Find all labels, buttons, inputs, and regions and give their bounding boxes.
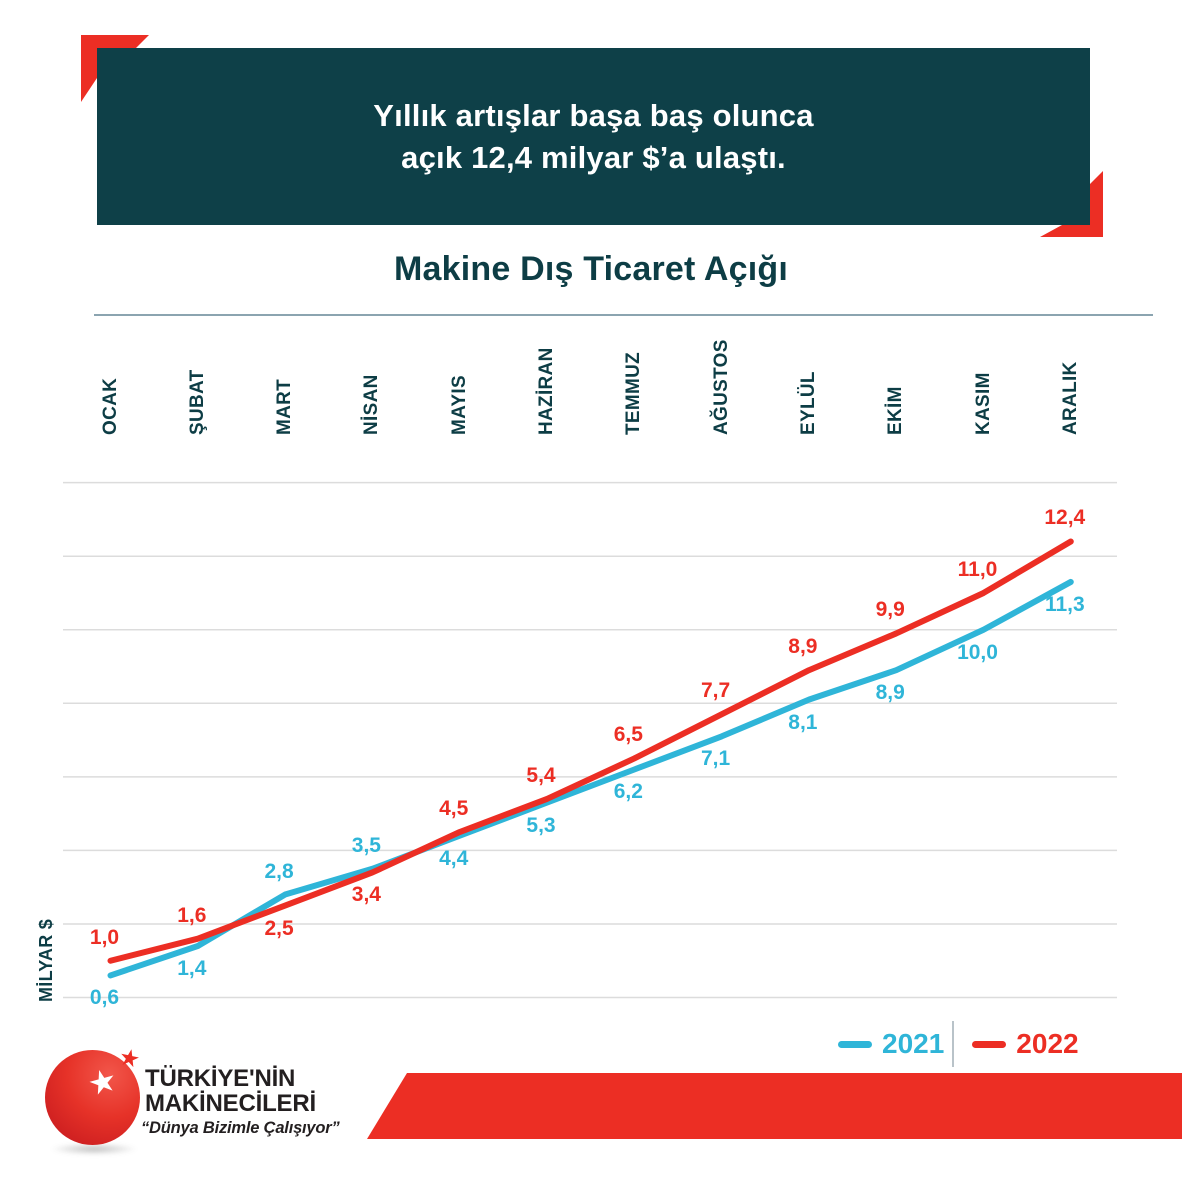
data-label-2022-AĞUSTOS: 7,7	[700, 679, 731, 703]
data-label-2022-OCAK: 1,0	[89, 925, 120, 949]
series-line-2021	[107, 578, 1074, 979]
data-label-2021-MAYIS: 4,4	[439, 846, 469, 870]
month-label-ARALIK: ARALIK	[1059, 361, 1081, 435]
data-label-2022-ŞUBAT: 1,6	[177, 903, 207, 927]
month-label-KASIM: KASIM	[972, 372, 994, 435]
data-label-2022-EKİM: 9,9	[875, 598, 905, 622]
data-label-2022-NİSAN: 3,4	[351, 883, 381, 907]
data-label-2022-EYLÜL: 8,9	[788, 635, 818, 659]
logo-name-line1: TÜRKİYE'NİN	[145, 1065, 296, 1092]
legend-2022-label: 2022	[1016, 1028, 1079, 1059]
data-label-2021-EYLÜL: 8,1	[788, 710, 818, 734]
data-label-2021-ŞUBAT: 1,4	[177, 957, 207, 980]
data-label-2022-MAYIS: 4,5	[439, 797, 469, 820]
month-label-ŞUBAT: ŞUBAT	[186, 369, 208, 435]
month-label-TEMMUZ: TEMMUZ	[623, 351, 645, 435]
data-label-2021-ARALIK: 11,3	[1044, 592, 1085, 616]
month-label-HAZİRAN: HAZİRAN	[536, 347, 557, 435]
data-label-2022-ARALIK: 12,4	[1044, 506, 1086, 530]
month-label-NİSAN: NİSAN	[361, 374, 383, 435]
footer-red-band	[367, 1073, 1182, 1139]
series-line-2022	[107, 538, 1074, 964]
data-label-2022-KASIM: 11,0	[957, 557, 998, 581]
data-label-2021-OCAK: 0,6	[89, 986, 120, 1010]
chart-title: Makine Dış Ticaret Açığı	[393, 250, 789, 288]
chart-legend: 2021 2022	[838, 1020, 1079, 1068]
legend-divider	[952, 1021, 955, 1067]
data-label-2022-HAZİRAN: 5,4	[526, 763, 556, 787]
logo-tagline: “Dünya Bizimle Çalışıyor”	[141, 1119, 340, 1137]
data-label-2022-TEMMUZ: 6,5	[613, 723, 643, 747]
data-label-2021-AĞUSTOS: 7,1	[700, 747, 731, 771]
month-label-MART: MART	[274, 378, 296, 435]
headline-banner: Yıllık artışlar başa baş olunca açık 12,…	[97, 48, 1090, 225]
logo-shadow	[50, 1143, 138, 1155]
month-label-EYLÜL: EYLÜL	[797, 371, 819, 435]
data-label-2021-MART: 2,8	[264, 859, 294, 883]
title-separator	[94, 314, 1153, 316]
data-label-2021-HAZİRAN: 5,3	[526, 813, 556, 837]
legend-2021-label: 2021	[882, 1028, 945, 1059]
month-label-AĞUSTOS: AĞUSTOS	[710, 339, 732, 435]
data-label-2021-KASIM: 10,0	[957, 640, 998, 664]
month-label-OCAK: OCAK	[99, 377, 121, 435]
legend-2022-swatch-icon	[972, 1040, 1007, 1048]
data-label-2021-NİSAN: 3,5	[351, 833, 381, 857]
logo-name-line2: MAKİNECİLERİ	[145, 1090, 316, 1117]
logo-red-circle-icon	[45, 1050, 140, 1145]
data-label-2021-EKİM: 8,9	[875, 681, 905, 705]
month-label-MAYIS: MAYIS	[448, 375, 470, 435]
legend-2021-swatch-icon	[838, 1040, 872, 1048]
headline-line1: Yıllık artışlar başa baş olunca	[373, 97, 814, 133]
headline-line2: açık 12,4 milyar $’a ulaştı.	[401, 139, 786, 175]
data-label-2022-MART: 2,5	[264, 916, 294, 940]
data-label-2021-TEMMUZ: 6,2	[613, 780, 643, 804]
month-label-EKİM: EKİM	[885, 386, 907, 435]
y-axis-label: MİLYAR $	[36, 918, 56, 1002]
